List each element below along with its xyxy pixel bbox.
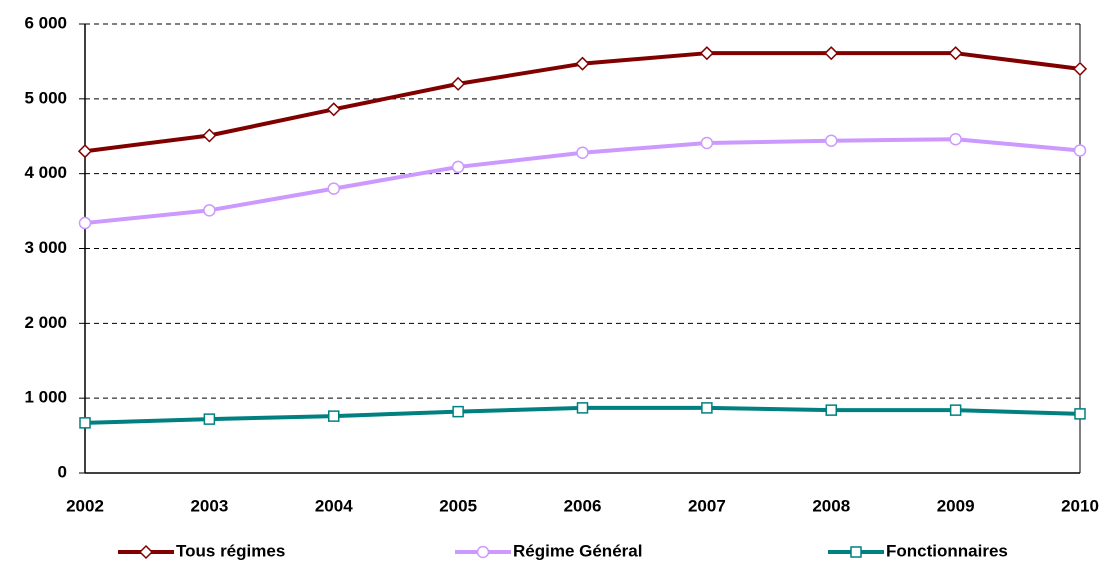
marker	[825, 404, 837, 416]
marker	[701, 402, 713, 414]
x-tick-label: 2009	[937, 496, 975, 515]
y-tick-label: 4 000	[24, 163, 67, 182]
marker	[949, 132, 962, 146]
marker	[326, 102, 341, 117]
marker	[328, 410, 340, 422]
legend-label: Fonctionnaires	[886, 541, 1008, 560]
marker	[700, 136, 714, 150]
y-tick-label: 0	[58, 462, 67, 481]
marker	[576, 402, 589, 414]
x-tick-label: 2006	[564, 496, 602, 515]
marker	[79, 417, 91, 429]
legend-label: Régime Général	[513, 541, 642, 560]
marker	[850, 546, 862, 558]
marker	[78, 216, 92, 230]
x-tick-label: 2005	[439, 496, 477, 515]
marker	[452, 405, 464, 418]
marker	[202, 128, 217, 143]
x-tick-label: 2008	[812, 496, 850, 515]
marker	[451, 76, 466, 91]
marker	[476, 545, 490, 559]
marker	[949, 404, 962, 416]
y-tick-label: 2 000	[24, 313, 67, 332]
marker	[451, 160, 465, 174]
marker	[825, 134, 838, 147]
x-tick-label: 2002	[66, 496, 104, 515]
marker	[948, 46, 963, 61]
marker	[327, 182, 340, 195]
x-tick-label: 2010	[1061, 496, 1099, 515]
marker	[1072, 61, 1088, 76]
marker	[575, 56, 590, 71]
legend-label: Tous régimes	[176, 541, 285, 560]
marker	[576, 146, 589, 159]
y-tick-label: 5 000	[24, 88, 67, 107]
marker	[1073, 144, 1087, 157]
marker	[824, 46, 839, 61]
marker	[77, 144, 93, 159]
x-tick-label: 2003	[190, 496, 228, 515]
x-tick-label: 2004	[315, 496, 353, 515]
marker	[138, 544, 154, 560]
marker	[203, 204, 216, 217]
y-tick-label: 1 000	[24, 388, 67, 407]
marker	[203, 413, 216, 425]
marker	[699, 46, 714, 61]
marker	[1074, 408, 1086, 420]
y-tick-label: 3 000	[24, 238, 67, 257]
y-tick-label: 6 000	[24, 13, 67, 32]
x-tick-label: 2007	[688, 496, 726, 515]
